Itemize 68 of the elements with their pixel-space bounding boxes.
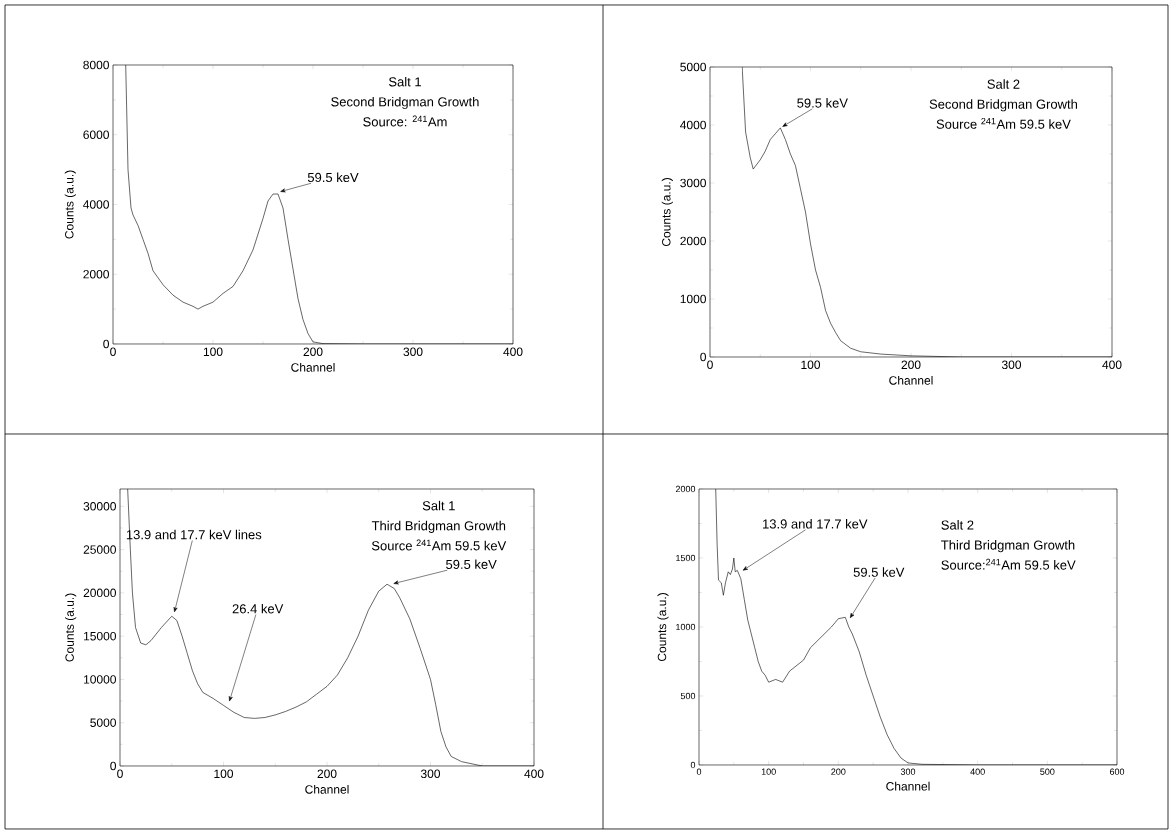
y-tick-label: 15000	[84, 631, 116, 641]
x-tick-label: 300	[1001, 360, 1022, 370]
y-tick-label: 6000	[83, 130, 109, 139]
annotation: Source $^{241}$Am 59.5 keV	[936, 117, 1071, 129]
y-tick-label: 2000	[680, 236, 706, 246]
x-tick-label: 400	[524, 769, 544, 779]
y-tick-label: 4000	[680, 120, 706, 130]
y-axis-title: Counts (a.u.)	[657, 593, 669, 662]
y-tick-label: 500	[680, 692, 696, 700]
annotation: Source: $^{241}$Am	[363, 115, 447, 127]
x-tick-label: 0	[117, 769, 123, 779]
x-tick-label: 300	[420, 769, 441, 779]
y-tick-label: 5000	[90, 718, 116, 727]
x-tick-label: 200	[303, 347, 323, 357]
y-tick-label: 10000	[84, 675, 116, 684]
x-tick-label: 0	[707, 360, 713, 370]
y-tick-label: 1000	[680, 294, 706, 304]
y-tick-label: 3000	[680, 178, 706, 188]
x-tick-label: 400	[503, 347, 523, 357]
x-tick-label: 600	[1109, 768, 1125, 775]
y-tick-label: 1000	[676, 623, 696, 631]
annotation: 59.5 keV	[307, 172, 359, 183]
y-tick-label: 2000	[83, 269, 109, 279]
x-tick-label: 100	[214, 769, 234, 779]
x-axis-title: Channel	[889, 375, 933, 385]
x-tick-label: 100	[801, 360, 821, 370]
x-tick-label: 100	[761, 768, 776, 775]
y-tick-label: 8000	[83, 60, 109, 70]
y-tick-label: 0	[103, 339, 110, 349]
x-tick-label: 500	[1040, 768, 1055, 775]
x-axis-title: Channel	[305, 784, 349, 794]
y-axis-title: Counts (a.u.)	[661, 178, 673, 247]
annotation: 59.5 keV	[853, 567, 905, 577]
annotation: 26.4 keV	[232, 603, 284, 614]
x-axis-title: Channel	[291, 362, 335, 372]
x-tick-label: 300	[900, 768, 916, 775]
x-tick-label: 300	[403, 347, 423, 357]
annotation: 13.9 and 17.7 keV lines	[126, 529, 262, 540]
x-tick-label: 200	[901, 360, 921, 370]
text: Second Bridgman Growth	[331, 96, 479, 110]
text: Salt 2	[941, 520, 974, 530]
annotation: Source $^{241}$Am 59.5 keV	[371, 539, 507, 551]
text: Second Bridgman Growth	[929, 99, 1078, 112]
y-tick-label: 2000	[675, 485, 696, 493]
annotation: 59.5 keV	[446, 559, 497, 569]
y-tick-label: 20000	[83, 588, 116, 598]
annotation: 59.5 keV	[797, 98, 848, 108]
x-tick-label: 400	[970, 768, 985, 775]
x-tick-label: 200	[317, 769, 337, 779]
text: Third Bridgman Growth	[371, 520, 506, 533]
annotation: Source:$^{241}$Am 59.5 keV	[941, 558, 1076, 570]
y-axis-title: Counts (a.u.)	[64, 170, 76, 239]
x-axis-title: Channel	[886, 781, 930, 791]
y-axis-title: Counts (a.u.)	[65, 593, 77, 662]
y-tick-label: 5000	[680, 62, 706, 72]
y-tick-label: 30000	[83, 502, 116, 511]
y-tick-label: 4000	[83, 200, 109, 209]
text: Salt 1	[388, 76, 421, 87]
x-tick-label: 200	[831, 768, 846, 775]
y-tick-label: 1500	[676, 554, 696, 562]
text: Salt 1	[422, 500, 455, 511]
y-tick-label: 25000	[83, 545, 116, 554]
y-tick-label: 0	[690, 761, 696, 769]
x-tick-label: 400	[1102, 360, 1122, 370]
annotation: 13.9 and 17.7 keV	[763, 519, 868, 529]
text: Salt 2	[987, 79, 1020, 89]
x-tick-label: 100	[203, 347, 223, 357]
text: Third Bridgman Growth	[941, 540, 1075, 553]
